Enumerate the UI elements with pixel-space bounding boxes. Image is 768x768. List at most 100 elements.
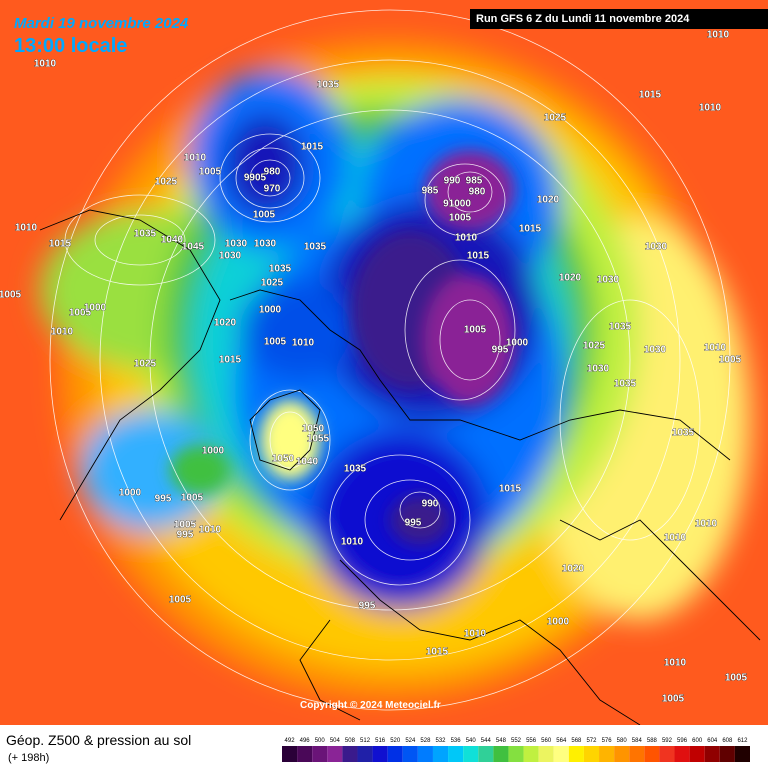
pressure-label: 1000 [506, 338, 529, 349]
legend-swatch [372, 746, 388, 762]
pressure-label: 1025 [544, 113, 567, 124]
pressure-label: 9905 [244, 173, 267, 184]
pressure-label: 1000 [202, 446, 225, 457]
pressure-label: 1005 [464, 325, 487, 336]
pressure-label: 1035 [317, 80, 340, 91]
pressure-label: 1010 [704, 343, 727, 354]
pressure-label: 995 [405, 518, 422, 529]
pressure-label: 985 [422, 186, 439, 197]
pressure-label: 1020 [537, 195, 560, 206]
legend-tick-label: 504 [330, 738, 341, 744]
pressure-label: 1035 [672, 428, 695, 439]
legend-swatch [432, 746, 449, 762]
pressure-label: 1010 [464, 629, 487, 640]
pressure-label: 1035 [134, 229, 157, 240]
legend-swatch [478, 746, 494, 762]
pressure-label: 1010 [699, 103, 722, 114]
legend-swatch [538, 746, 554, 762]
forecast-date: Mardi 19 novembre 2024 [14, 15, 189, 32]
legend-tick-label: 496 [300, 738, 311, 744]
legend-tick-label: 584 [632, 738, 643, 744]
legend-tick-label: 520 [390, 738, 401, 744]
pressure-label: 1005 [174, 520, 197, 531]
pressure-label: 1005 [449, 213, 472, 224]
legend-swatch [599, 746, 615, 762]
legend-tick-label: 580 [617, 738, 628, 744]
coastlines [39, 209, 761, 725]
pressure-label: 970 [264, 184, 281, 195]
legend-swatch [553, 746, 569, 762]
legend-tick-label: 532 [436, 738, 447, 744]
pressure-label: 1035 [609, 322, 632, 333]
pressure-label: 1015 [499, 484, 522, 495]
legend-tick-label: 528 [420, 738, 431, 744]
pressure-label: 1010 [199, 525, 222, 536]
pressure-label: 1020 [559, 273, 582, 284]
pressure-label: 985 [466, 176, 483, 187]
legend-swatch [689, 746, 705, 762]
pressure-label: 1025 [134, 359, 157, 370]
legend-swatch [704, 746, 720, 762]
pressure-label: 1005 [253, 210, 276, 221]
pressure-label: 1010 [695, 519, 718, 530]
pressure-label: 1010 [341, 537, 364, 548]
pressure-label: 1005 [719, 355, 742, 366]
legend-swatch [508, 746, 524, 762]
pressure-label: 995 [359, 601, 376, 612]
pressure-label: 1005 [0, 290, 22, 301]
pressure-label: 1035 [304, 242, 327, 253]
isobars [49, 9, 731, 711]
pressure-label: 1010 [664, 533, 687, 544]
legend-tick-label: 508 [345, 738, 356, 744]
pressure-label: 1015 [49, 239, 72, 250]
legend-tick-label: 568 [571, 738, 582, 744]
legend-tick-label: 592 [662, 738, 673, 744]
pressure-label: 1000 [547, 617, 570, 628]
pressure-label: 1020 [214, 318, 237, 329]
pressure-label: 1015 [426, 647, 449, 658]
footer-lead: (+ 198h) [8, 752, 49, 764]
pressure-label: 980 [264, 167, 281, 178]
pressure-label: 1015 [519, 224, 542, 235]
pressure-label: 1015 [467, 251, 490, 262]
legend-swatch [568, 746, 584, 762]
run-info: Run GFS 6 Z du Lundi 11 novembre 2024 [476, 13, 690, 25]
legend-swatch [282, 746, 298, 762]
pressure-label: 1025 [261, 278, 284, 289]
legend-tick-label: 608 [722, 738, 733, 744]
legend-swatch [327, 746, 343, 762]
legend-swatch [659, 746, 675, 762]
legend-swatch [357, 746, 373, 762]
legend-swatch [463, 746, 479, 762]
pressure-label: 1010 [51, 327, 74, 338]
pressure-label: 1035 [269, 264, 292, 275]
pressure-label: 1005 [662, 694, 685, 705]
legend-swatch [493, 746, 509, 762]
legend-swatch [448, 746, 464, 762]
legend-swatch [402, 746, 418, 762]
legend-tick-label: 560 [541, 738, 552, 744]
pressure-label: 1005 [181, 493, 204, 504]
legend-swatch [417, 746, 433, 762]
pressure-label: 1050 [272, 454, 295, 465]
legend-tick-label: 516 [375, 738, 386, 744]
legend-swatch [614, 746, 630, 762]
pressure-label: 1030 [644, 345, 667, 356]
pressure-label: 1005 [199, 167, 222, 178]
legend-tick-label: 596 [677, 738, 688, 744]
color-scale: 492 496 500 504 508 512 516 520 524 528 532 536 540 5… [282, 738, 750, 762]
pressure-label: 1015 [219, 355, 242, 366]
legend-tick-label: 500 [315, 738, 326, 744]
pressure-label: 1000 [119, 488, 142, 499]
legend-swatch [644, 746, 660, 762]
legend-swatch [342, 746, 358, 762]
pressure-label: 1005 [169, 595, 192, 606]
legend-tick-label: 600 [692, 738, 703, 744]
pressure-label: 1010 [34, 59, 57, 70]
legend-tick-label: 524 [405, 738, 416, 744]
forecast-time: 13:00 locale [14, 35, 127, 57]
legend-swatch [629, 746, 645, 762]
pressure-label: 1010 [15, 223, 38, 234]
pressure-label: 1000 [84, 303, 107, 314]
